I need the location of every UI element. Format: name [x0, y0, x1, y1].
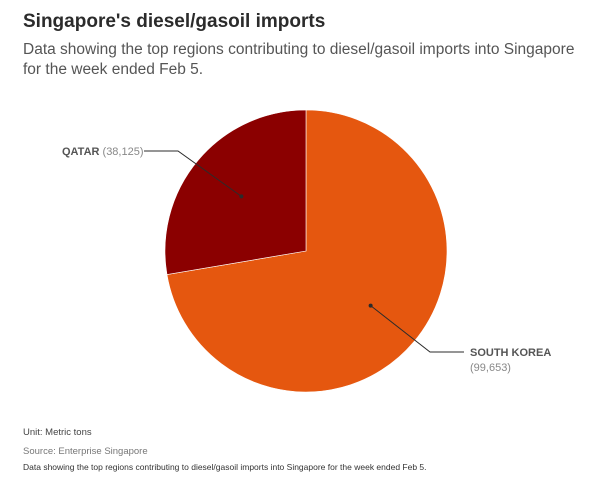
chart-title: Singapore's diesel/gasoil imports — [23, 11, 326, 32]
leader-line-south-korea — [370, 305, 464, 353]
slice-label-south-korea: SOUTH KOREA — [470, 347, 551, 359]
pie-slice-south-korea — [166, 109, 448, 393]
chart-caption: Data showing the top regions contributin… — [23, 462, 427, 472]
slice-label-qatar: QATAR — [62, 146, 103, 158]
slice-value-south-korea: (99,653) — [470, 362, 511, 374]
slice-label-group-qatar: QATAR (38,125) — [62, 146, 144, 158]
leader-dot-qatar — [239, 194, 244, 199]
unit-note: Unit: Metric tons — [23, 427, 92, 438]
pie-chart: SOUTH KOREA (99,653) QATAR (38,125) — [62, 109, 551, 393]
slice-value-qatar: (38,125) — [103, 146, 144, 158]
leader-dot-south-korea — [368, 303, 373, 308]
leader-line-qatar — [144, 150, 242, 197]
chart-subtitle: Data showing the top regions contributin… — [23, 41, 575, 78]
source-note: Source: Enterprise Singapore — [23, 446, 148, 457]
